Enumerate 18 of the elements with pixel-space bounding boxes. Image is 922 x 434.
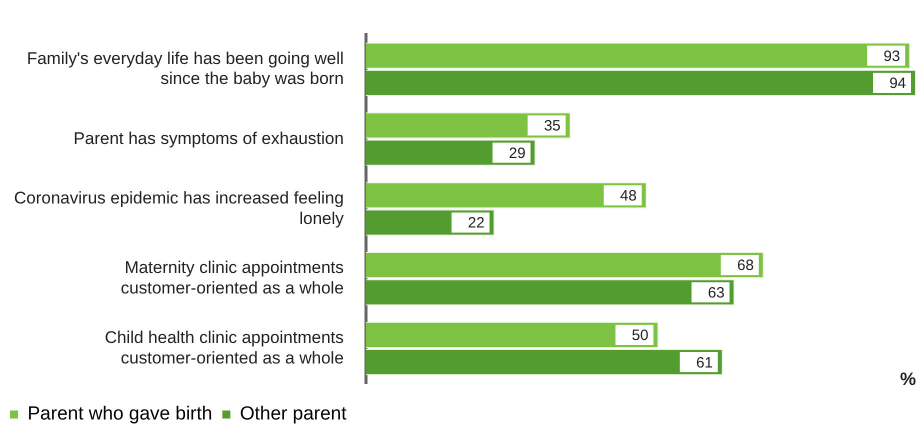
data-label: 22 xyxy=(468,214,485,232)
y-tick-label: Child health clinic appointments customer-oriented as a whole xyxy=(104,328,344,368)
y-tick-label: Coronavirus epidemic has increased feeling lonely xyxy=(14,188,344,228)
legend-label: Other parent xyxy=(240,404,348,425)
data-label: 35 xyxy=(544,118,561,135)
y-tick-label: Parent has symptoms of exhaustion xyxy=(74,128,344,148)
y-tick-label: Family's everyday life has been going well since the baby was born xyxy=(26,48,344,88)
y-tick-label: Maternity clinic appointments customer-oriented as a whole xyxy=(120,258,344,298)
data-label: 93 xyxy=(883,48,900,65)
data-label: 48 xyxy=(620,187,637,204)
x-axis-title: % xyxy=(900,369,916,390)
legend-label: Parent who gave birth xyxy=(28,404,212,425)
data-label: 63 xyxy=(708,284,725,302)
data-label: 94 xyxy=(889,75,906,92)
data-label: 68 xyxy=(737,257,754,274)
data-label: 50 xyxy=(632,327,648,344)
data-label: 29 xyxy=(508,144,526,162)
data-label: 61 xyxy=(696,354,713,372)
